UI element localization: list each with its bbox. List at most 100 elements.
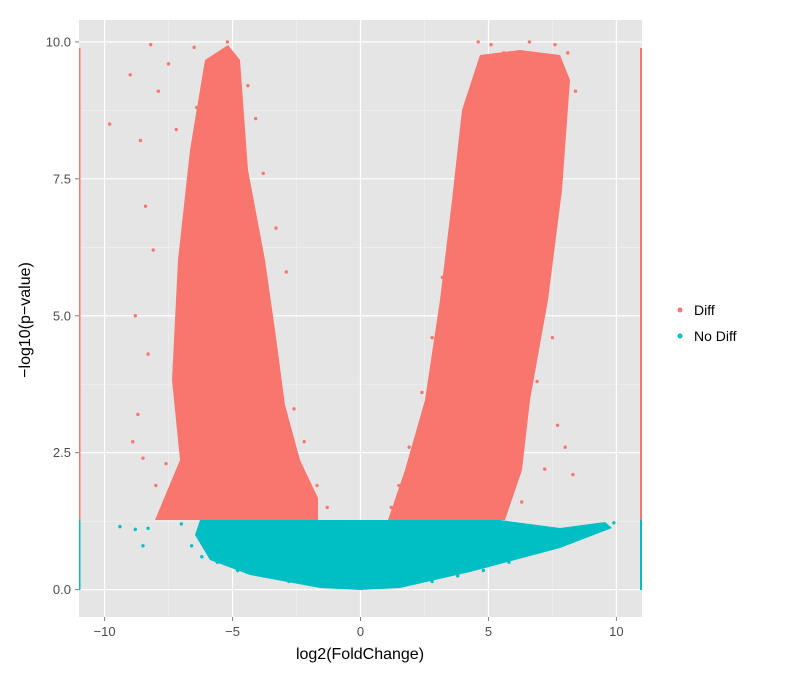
point-diff — [131, 440, 135, 444]
point-diff — [325, 505, 329, 510]
nodiff-edge-left — [79, 520, 81, 590]
point-diff — [136, 412, 140, 417]
point-diff — [540, 281, 544, 285]
point-diff — [440, 275, 445, 280]
point-no-diff — [220, 527, 225, 532]
point-no-diff — [287, 579, 291, 584]
legend: Diff No Diff — [677, 302, 737, 344]
point-diff — [555, 423, 560, 428]
diff-edge-left — [79, 48, 81, 520]
point-diff — [573, 89, 578, 93]
point-no-diff — [394, 560, 399, 564]
point-diff — [274, 226, 278, 230]
point-diff — [148, 42, 153, 47]
point-no-diff — [235, 568, 240, 573]
point-no-diff — [481, 568, 486, 573]
point-diff — [189, 467, 194, 471]
legend-diff-swatch — [677, 307, 683, 313]
point-no-diff — [507, 560, 511, 564]
point-no-diff — [189, 544, 194, 548]
point-no-diff — [261, 574, 265, 578]
point-diff — [143, 204, 148, 208]
point-no-diff — [425, 544, 429, 548]
point-diff — [195, 105, 199, 110]
point-no-diff — [312, 582, 317, 586]
point-diff — [476, 40, 480, 44]
point-diff — [527, 40, 532, 44]
point-diff — [566, 51, 570, 55]
point-diff — [177, 390, 181, 395]
point-diff — [215, 209, 219, 214]
point-no-diff — [466, 533, 470, 537]
y-tick-label: 10.0 — [46, 34, 71, 49]
y-axis-title: −log10(p−value) — [17, 262, 34, 378]
point-no-diff — [246, 533, 250, 537]
point-no-diff — [348, 576, 352, 581]
y-tick-label: 5.0 — [53, 308, 71, 323]
point-diff — [563, 445, 567, 449]
x-tick-label: 0 — [357, 624, 364, 639]
point-diff — [233, 144, 237, 148]
point-no-diff — [430, 579, 434, 584]
point-diff — [141, 456, 145, 460]
point-diff — [166, 62, 171, 66]
point-no-diff — [537, 530, 542, 534]
point-diff — [253, 116, 258, 121]
point-diff — [241, 401, 245, 406]
point-no-diff — [409, 549, 414, 553]
nodiff-edge-right — [640, 520, 642, 590]
point-no-diff — [517, 524, 521, 529]
diff-edge-right — [640, 48, 642, 520]
point-no-diff — [568, 535, 573, 540]
point-diff — [108, 122, 112, 126]
point-no-diff — [456, 574, 460, 578]
point-diff — [494, 357, 498, 362]
diff-cloud-right — [388, 50, 570, 520]
point-diff — [154, 483, 158, 488]
point-no-diff — [404, 582, 409, 586]
y-axis: 0.0 2.5 5.0 7.5 10.0 — [46, 34, 79, 597]
point-diff — [430, 335, 434, 340]
point-diff — [174, 127, 178, 132]
x-tick-label: 5 — [485, 624, 492, 639]
point-diff — [514, 166, 519, 170]
point-diff — [558, 122, 562, 126]
point-no-diff — [322, 560, 327, 564]
point-no-diff — [200, 555, 204, 559]
point-no-diff — [379, 568, 383, 573]
point-diff — [138, 138, 143, 143]
nodiff-cloud — [195, 520, 612, 590]
point-no-diff — [338, 571, 342, 575]
point-diff — [471, 418, 475, 422]
point-no-diff — [215, 560, 219, 564]
point-no-diff — [527, 552, 532, 556]
point-diff — [420, 390, 424, 395]
x-tick-label: −5 — [225, 624, 240, 639]
point-no-diff — [146, 526, 150, 530]
legend-nodiff-swatch — [677, 333, 683, 339]
point-diff — [302, 440, 306, 444]
point-diff — [489, 42, 493, 47]
point-no-diff — [491, 527, 496, 532]
point-diff — [407, 445, 411, 449]
x-tick-label: 10 — [609, 624, 623, 639]
legend-nodiff-label: No Diff — [694, 328, 737, 344]
point-no-diff — [584, 530, 588, 534]
data-points — [108, 40, 616, 586]
point-diff — [128, 73, 132, 77]
point-diff — [450, 226, 455, 230]
point-no-diff — [266, 538, 271, 543]
point-diff — [545, 149, 550, 154]
point-diff — [225, 40, 230, 44]
diff-cloud-left — [155, 45, 318, 520]
point-diff — [499, 111, 503, 115]
point-no-diff — [599, 523, 603, 527]
nodiff-v-notch — [318, 520, 388, 590]
point-diff — [484, 292, 488, 296]
x-axis-title: log2(FoldChange) — [296, 646, 424, 663]
point-diff — [535, 193, 539, 197]
point-diff — [535, 379, 539, 384]
point-diff — [207, 281, 212, 285]
point-diff — [146, 352, 150, 356]
